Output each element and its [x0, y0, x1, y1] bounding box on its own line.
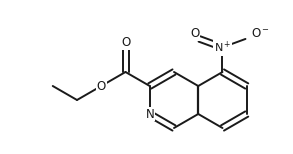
Text: O$^-$: O$^-$: [251, 27, 270, 41]
Text: O: O: [97, 79, 106, 93]
Text: O: O: [190, 27, 199, 41]
Text: N$^+$: N$^+$: [214, 40, 231, 55]
Text: N: N: [145, 107, 154, 120]
Text: O: O: [121, 36, 130, 49]
